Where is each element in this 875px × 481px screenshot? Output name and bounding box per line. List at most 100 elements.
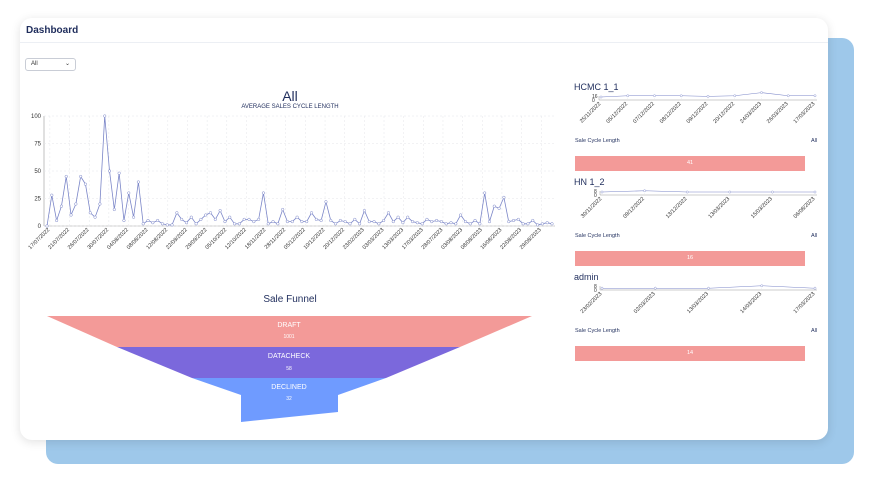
page-title: Dashboard [26, 25, 79, 36]
data-point [266, 222, 270, 226]
data-point [334, 222, 338, 226]
mini-data-point [600, 286, 604, 290]
data-point [358, 222, 362, 226]
data-point [367, 220, 371, 224]
data-point [59, 204, 63, 208]
all-label: All [811, 233, 818, 239]
data-point [285, 220, 290, 224]
data-point [136, 180, 140, 184]
data-point [545, 221, 549, 225]
mini-data-point [626, 94, 630, 98]
mini-x-tick-label: 15/03/2023 [750, 196, 774, 220]
data-point [199, 217, 203, 221]
data-point [170, 223, 174, 227]
data-point [309, 211, 314, 215]
data-point [112, 207, 116, 212]
panel-ymax: 8 [594, 189, 597, 195]
data-point [83, 182, 88, 186]
data-point [79, 174, 83, 179]
y-tick-label: 50 [34, 169, 41, 175]
mini-x-tick-label: 23/02/2023 [580, 291, 604, 315]
funnel-stage-value: 32 [286, 396, 292, 402]
mini-data-point [728, 190, 732, 194]
data-point [69, 213, 73, 217]
mini-data-point [679, 94, 683, 98]
cycle-label: Sale Cycle Length [575, 328, 620, 334]
data-point [454, 222, 458, 226]
data-point [122, 218, 126, 223]
data-point [257, 217, 261, 221]
y-tick-label: 0 [38, 224, 42, 230]
data-point [237, 222, 241, 226]
data-point [146, 218, 150, 223]
funnel-stage-label: DRAFT [277, 322, 301, 329]
data-point [165, 223, 169, 227]
data-point [50, 193, 54, 197]
mini-x-tick-label: 13/12/2022 [665, 196, 689, 220]
mini-x-tick-label: 25/11/2022 [579, 101, 602, 124]
data-point [516, 217, 520, 221]
mini-x-tick-label: 17/03/2023 [793, 101, 817, 125]
cycle-bar: 41 [575, 156, 805, 171]
mini-data-point [760, 91, 763, 94]
mini-data-point [653, 94, 656, 98]
cycle-label: Sale Cycle Length [575, 138, 620, 144]
mini-x-tick-label: 13/03/2023 [708, 196, 732, 220]
data-point [175, 211, 179, 215]
data-point [213, 217, 217, 221]
funnel-stage-declined [192, 378, 386, 422]
dashboard-card: Dashboard All ⌄ All AVERAGE SALES CYCLE … [20, 18, 828, 440]
data-point [507, 220, 511, 224]
funnel-stage-label: DECLINED [271, 384, 307, 391]
filter-select[interactable]: All ⌄ [25, 58, 76, 71]
mini-data-point [786, 94, 790, 98]
data-point [531, 218, 535, 223]
data-point [348, 222, 352, 226]
series-line [46, 115, 553, 227]
y-tick-label: 100 [31, 114, 42, 120]
data-point [497, 206, 501, 210]
mini-data-point [600, 190, 604, 194]
data-point [406, 215, 410, 219]
mini-data-point [685, 190, 689, 194]
data-point [319, 218, 323, 223]
cycle-label: Sale Cycle Length [575, 233, 620, 239]
data-point [252, 220, 256, 224]
data-point [74, 202, 78, 206]
data-point [204, 213, 208, 217]
main-chart-subtitle: AVERAGE SALES CYCLE LENGTH [241, 104, 339, 110]
mini-x-tick-label: 30/11/2022 [580, 196, 603, 219]
mini-data-point [653, 286, 657, 290]
data-point [401, 221, 405, 225]
data-point [141, 222, 145, 226]
data-point [521, 222, 525, 226]
mini-x-tick-label: 08/12/2022 [659, 101, 683, 125]
all-label: All [811, 138, 818, 144]
panel-title: HN 1_2 [574, 177, 605, 187]
data-point [314, 217, 318, 221]
data-point [372, 220, 376, 224]
mini-data-point [760, 284, 764, 288]
mini-x-tick-label: 09/12/2022 [686, 101, 710, 125]
data-point [271, 220, 275, 224]
y-tick-label: 75 [34, 142, 41, 148]
data-point [98, 202, 102, 206]
data-point [281, 207, 285, 212]
panel-title: admin [574, 272, 599, 282]
data-point [459, 213, 463, 217]
data-point [439, 220, 443, 224]
mini-x-tick-label: 20/12/2022 [712, 101, 736, 125]
mini-data-point [813, 286, 817, 290]
side-line-charts: 25/11/2022 05/12/2022 07/12/2022 08/12/2022… [579, 91, 817, 315]
data-point [276, 222, 280, 226]
panel-ymax: 16 [592, 94, 598, 100]
data-point [160, 222, 164, 226]
data-point [492, 204, 496, 208]
data-point [218, 209, 222, 213]
data-point [420, 222, 424, 226]
data-point [502, 195, 506, 199]
data-point [107, 169, 112, 173]
data-point [295, 215, 299, 219]
mini-x-tick-label: 09/12/2022 [622, 196, 646, 220]
data-point [324, 200, 328, 204]
